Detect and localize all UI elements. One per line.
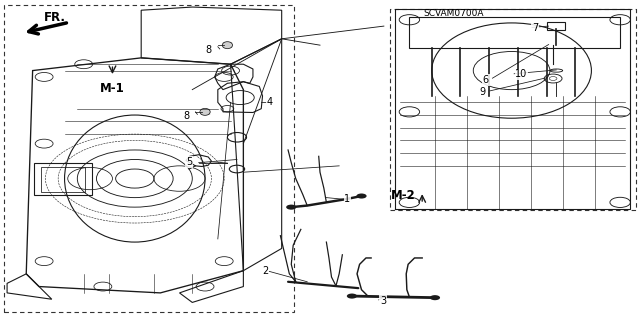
Circle shape — [356, 194, 367, 198]
Text: 4: 4 — [267, 97, 273, 107]
Text: 2: 2 — [262, 266, 269, 276]
Text: M-2: M-2 — [390, 189, 415, 202]
Text: 9: 9 — [479, 87, 486, 97]
Text: FR.: FR. — [44, 11, 66, 24]
Circle shape — [286, 204, 296, 210]
Bar — [390, 9, 636, 210]
Bar — [4, 5, 294, 312]
Text: M-1: M-1 — [100, 82, 125, 95]
Circle shape — [347, 293, 357, 299]
Text: 3: 3 — [380, 296, 386, 306]
Text: 7: 7 — [532, 23, 538, 33]
Text: 5: 5 — [186, 157, 192, 167]
Text: SCVAM0700A: SCVAM0700A — [424, 9, 484, 18]
Text: 1: 1 — [344, 194, 350, 204]
Text: 10: 10 — [515, 69, 527, 79]
Text: 6: 6 — [483, 75, 489, 85]
Text: 8: 8 — [183, 111, 189, 121]
Text: 8: 8 — [205, 45, 211, 55]
Circle shape — [430, 295, 440, 300]
